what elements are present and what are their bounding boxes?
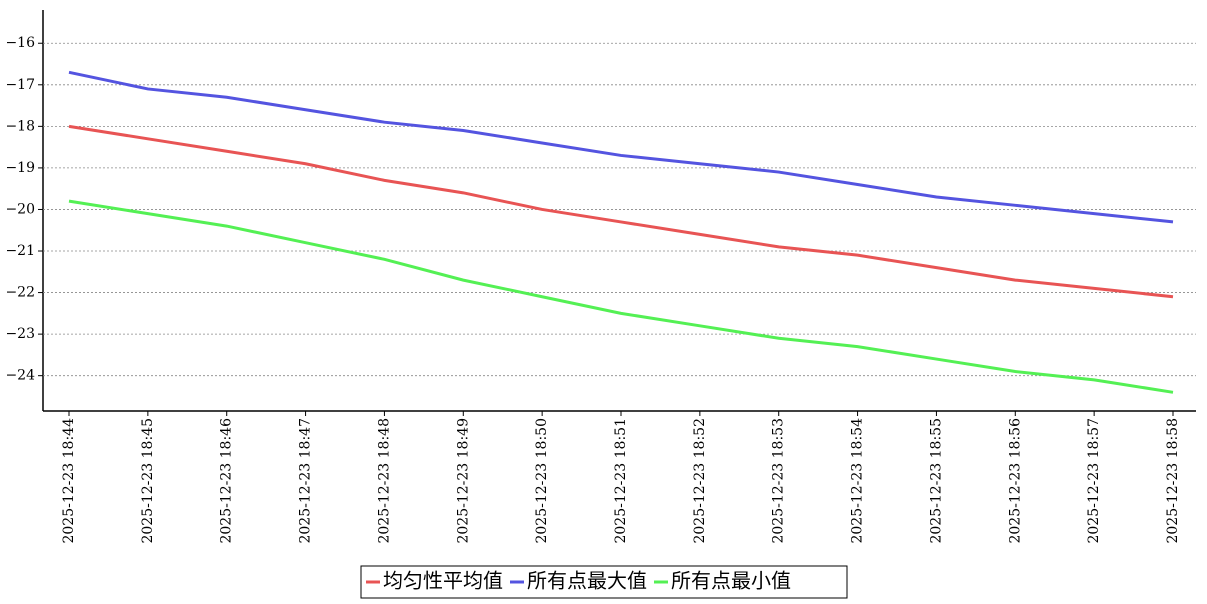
x-tick-label: 2025-12-23 18:49 <box>455 418 471 544</box>
y-tick-label: −18 <box>5 118 35 134</box>
legend-box <box>360 565 848 599</box>
x-tick-label: 2025-12-23 18:45 <box>140 418 156 544</box>
legend-label: 所有点最小值 <box>671 569 791 593</box>
x-tick-label: 2025-12-23 18:55 <box>928 418 944 544</box>
x-tick-label: 2025-12-23 18:53 <box>771 418 787 544</box>
y-tick-label: −16 <box>5 35 35 51</box>
legend-label: 所有点最大值 <box>527 569 647 593</box>
y-tick-label: −17 <box>5 77 35 93</box>
legend-label: 均匀性平均值 <box>383 569 503 593</box>
y-tick-label: −20 <box>5 201 35 217</box>
x-tick-label: 2025-12-23 18:58 <box>1165 418 1181 544</box>
series-line <box>68 199 1174 394</box>
x-tick-label: 2025-12-23 18:44 <box>61 418 77 544</box>
x-tick-label: 2025-12-23 18:52 <box>692 418 708 544</box>
series-line <box>68 124 1174 299</box>
series-line <box>68 70 1174 224</box>
x-tick-label: 2025-12-23 18:51 <box>613 418 629 544</box>
y-tick-label: −21 <box>5 243 35 259</box>
x-tick-label: 2025-12-23 18:47 <box>298 418 314 544</box>
y-tick-label: −19 <box>5 160 35 176</box>
y-tick-label: −23 <box>5 326 35 342</box>
x-tick-label: 2025-12-23 18:54 <box>850 418 866 544</box>
x-tick-label: 2025-12-23 18:48 <box>376 418 392 544</box>
x-tick-label: 2025-12-23 18:50 <box>534 418 550 544</box>
y-tick-label: −22 <box>5 285 35 301</box>
x-tick-label: 2025-12-23 18:57 <box>1086 418 1102 544</box>
y-tick-label: −24 <box>5 368 35 384</box>
x-tick-label: 2025-12-23 18:56 <box>1007 418 1023 544</box>
x-tick-label: 2025-12-23 18:46 <box>219 418 235 544</box>
